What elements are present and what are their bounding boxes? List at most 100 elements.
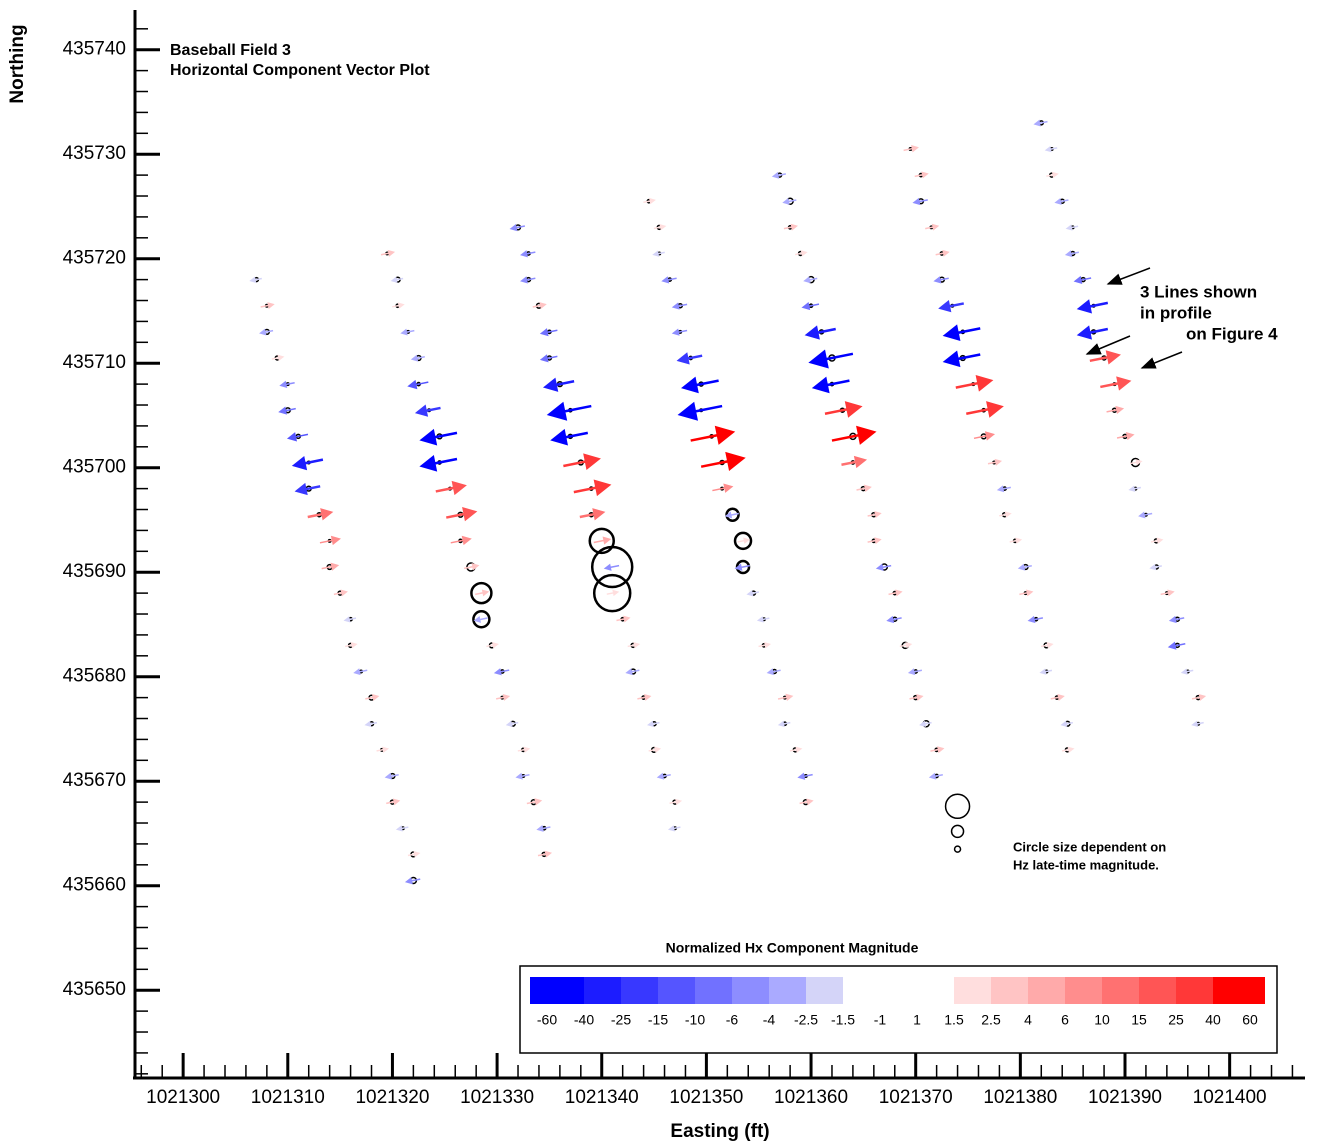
hx-vector: [801, 301, 820, 311]
hx-vector: [928, 772, 943, 780]
hx-vector: [414, 404, 441, 417]
x-tick-label: 1021300: [146, 1087, 220, 1108]
hx-vector: [286, 432, 309, 442]
hx-vector: [495, 693, 511, 701]
hx-vector: [771, 171, 787, 179]
hx-vector: [797, 772, 813, 780]
hx-vector: [789, 746, 803, 753]
hx-vector: [627, 642, 641, 649]
y-tick-label: 435670: [63, 770, 126, 791]
hx-vector: [271, 354, 285, 361]
x-tick-label: 1021310: [251, 1087, 325, 1108]
hx-vector: [404, 877, 421, 885]
hx-vector: [550, 428, 589, 446]
hx-vector: [563, 453, 601, 470]
hz-circle: [733, 531, 753, 551]
hx-vector: [386, 798, 401, 806]
y-tick-label: 435710: [63, 352, 126, 373]
colorbar-label: -2.5: [794, 1012, 818, 1028]
annotation: in profile: [1140, 303, 1212, 322]
hx-vector: [546, 401, 592, 421]
hx-vector: [333, 589, 348, 597]
hx-vector: [1046, 171, 1059, 179]
hx-vector: [867, 537, 882, 545]
colorbar-label: 6: [1061, 1012, 1069, 1028]
colorbar-label: -60: [537, 1012, 557, 1028]
colorbar-swatch: [732, 977, 769, 1004]
hx-vector: [1149, 563, 1162, 571]
hx-vector: [395, 825, 409, 832]
hx-vector: [803, 276, 818, 284]
annotation: 3 Lines shown: [1140, 282, 1257, 301]
x-tick-label: 1021320: [355, 1087, 429, 1108]
hx-vector: [933, 276, 949, 284]
hx-vector: [799, 798, 814, 806]
hx-vector: [987, 458, 1002, 466]
size-legend-circle: [944, 793, 971, 820]
hx-vector: [783, 223, 798, 231]
hx-vector: [1027, 615, 1044, 624]
hx-vector: [321, 562, 340, 571]
hx-vector: [1017, 563, 1032, 571]
colorbar-label: -25: [611, 1012, 631, 1028]
hx-vector: [661, 276, 677, 284]
hx-vector: [419, 454, 458, 472]
hx-vector: [643, 197, 656, 205]
hx-vector: [925, 223, 940, 231]
hx-vector: [1044, 145, 1058, 153]
hx-vector: [1129, 459, 1143, 466]
annotation-arrow: [1106, 267, 1151, 285]
hx-vector: [539, 354, 558, 363]
hx-vector: [1191, 693, 1207, 701]
y-axis-label: Northing: [7, 24, 28, 103]
colorbar-swatch: [1139, 977, 1176, 1004]
colorbar-label: 1.5: [944, 1012, 964, 1028]
colorbar-swatch: [530, 977, 584, 1004]
hx-vector: [935, 249, 950, 257]
colorbar-swatch: [954, 977, 991, 1004]
colorbar-label: -15: [648, 1012, 668, 1028]
hx-vector: [1167, 641, 1186, 650]
hx-vector: [677, 401, 723, 421]
hx-vector: [777, 720, 791, 728]
hx-vector: [652, 250, 665, 257]
hx-vector: [919, 720, 932, 728]
hx-vector: [671, 302, 688, 310]
hx-vector: [1089, 350, 1121, 365]
hx-vector: [938, 300, 965, 313]
hx-vector: [1064, 250, 1080, 258]
hx-vector: [603, 563, 620, 571]
hx-vector: [1076, 325, 1109, 340]
hx-vector: [824, 401, 863, 418]
hx-vector: [473, 616, 488, 623]
colorbar-label: 4: [1024, 1012, 1032, 1028]
colorbar-swatch: [584, 977, 621, 1004]
hx-vector: [1160, 589, 1175, 597]
hx-vector: [515, 772, 530, 780]
colorbar-swatch: [806, 977, 843, 1004]
colorbar-label: -6: [726, 1012, 739, 1028]
hx-vector: [1061, 746, 1075, 753]
y-tick-label: 435650: [63, 979, 126, 1000]
hx-vector: [365, 693, 380, 701]
hx-vector: [758, 642, 772, 649]
hx-vector: [653, 224, 667, 231]
x-tick-label: 1021350: [669, 1087, 743, 1108]
hx-vector: [912, 197, 928, 206]
hx-vector: [278, 406, 296, 415]
colorbar-title: Normalized Hx Component Magnitude: [666, 940, 919, 956]
y-tick-label: 435740: [63, 39, 126, 60]
hx-vector: [539, 328, 558, 337]
hx-vector: [343, 616, 357, 623]
colorbar-swatch: [1213, 977, 1265, 1004]
colorbar-swatch: [917, 977, 954, 1004]
hx-vector: [712, 483, 734, 493]
hx-vector: [867, 511, 882, 518]
hx-vector: [353, 668, 368, 676]
hx-vector: [392, 302, 405, 309]
colorbar-label: 1: [913, 1012, 921, 1028]
x-tick-label: 1021400: [1193, 1087, 1267, 1108]
hx-vector: [593, 536, 612, 545]
hx-vector: [536, 825, 551, 832]
hx-vector: [903, 145, 919, 153]
